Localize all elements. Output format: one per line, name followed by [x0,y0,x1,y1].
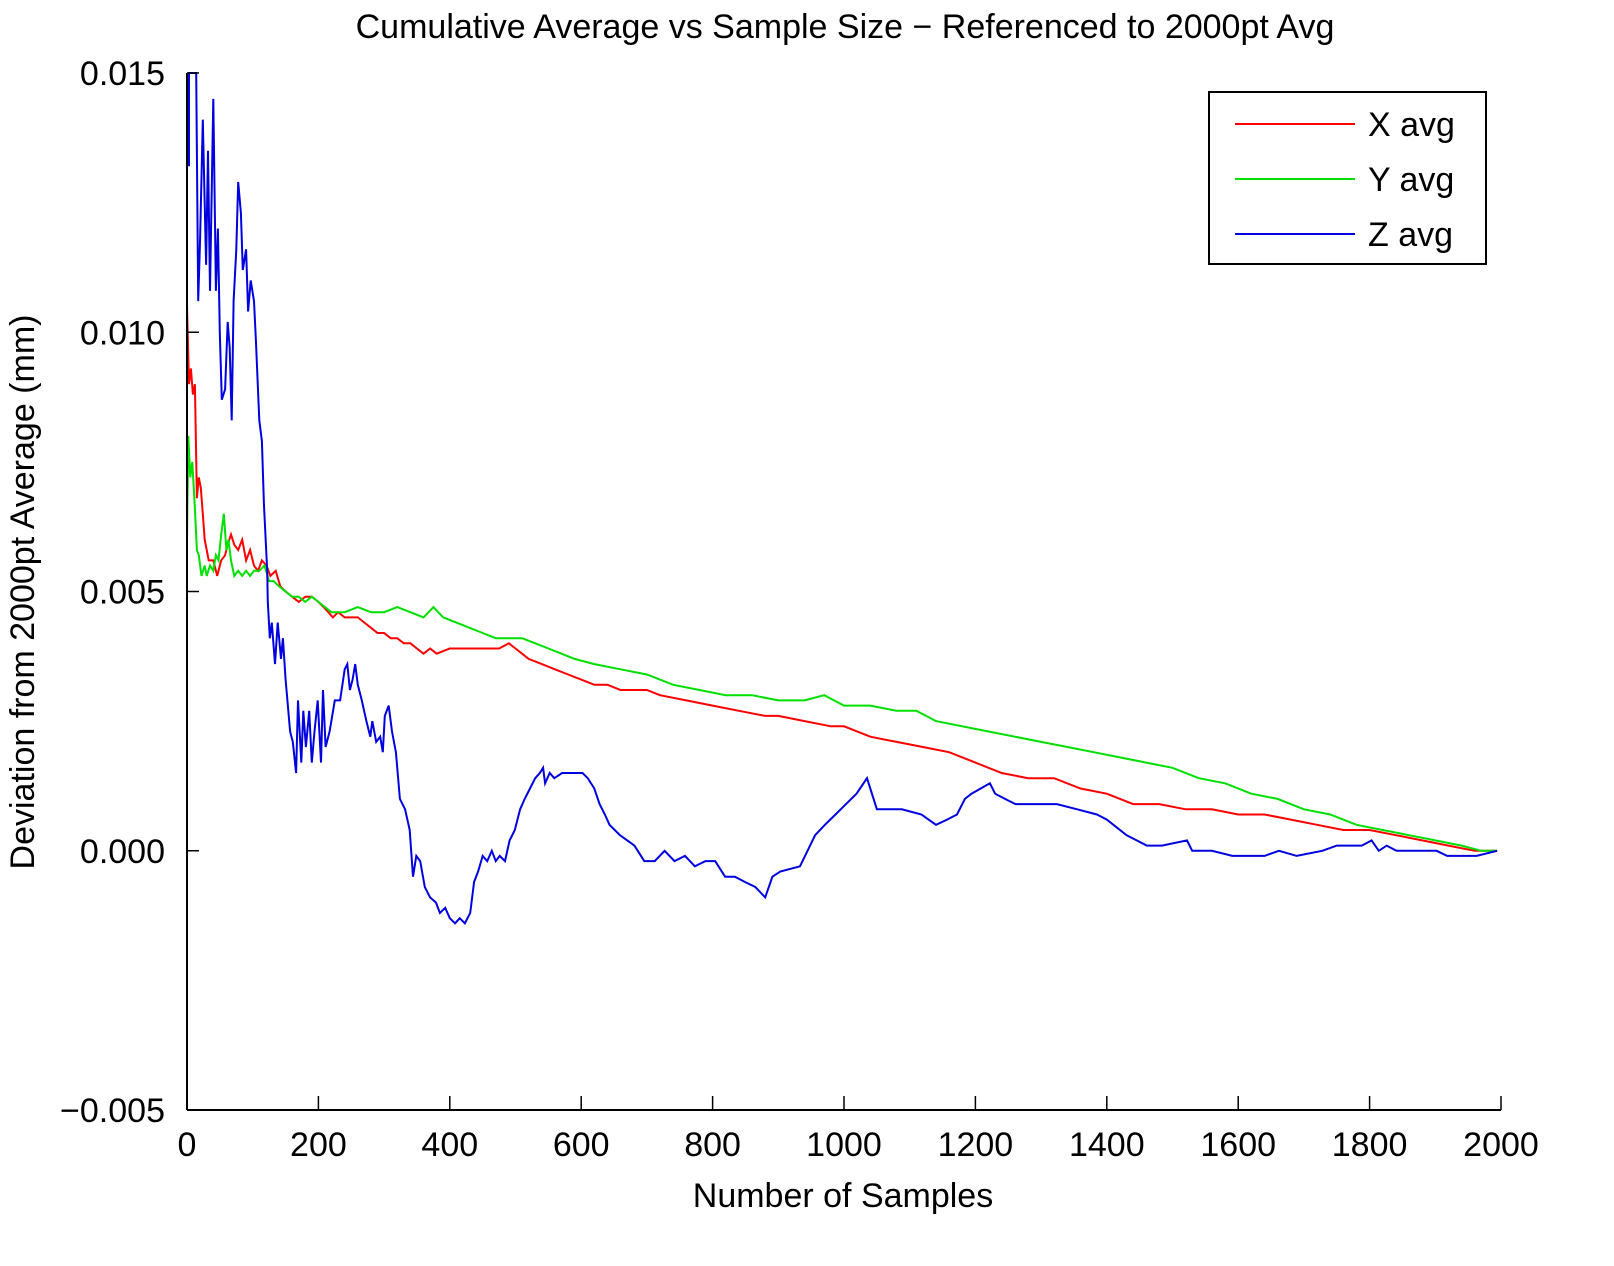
x-tick-label: 1400 [1069,1126,1145,1164]
legend: X avg Y avg Z avg [1208,91,1487,265]
legend-label: X avg [1368,106,1455,144]
y-tick-label: 0.010 [80,314,165,352]
x-tick-label: 1200 [938,1126,1014,1164]
series-line-x-avg [186,306,1498,852]
x-tick-label: 1600 [1200,1126,1276,1164]
x-tick-label: 2000 [1463,1126,1539,1164]
series-line-z-avg [188,72,1498,925]
chart-title: Cumulative Average vs Sample Size − Refe… [356,8,1335,46]
y-tick-label: 0.015 [80,55,165,93]
y-ticks: −0.005 0.000 0.005 0.010 0.015 [60,55,199,1130]
y-tick-label: 0.000 [80,833,165,871]
legend-label: Y avg [1368,161,1454,199]
x-ticks: 0 200 400 600 800 1000 1200 1400 1600 1800 2000 [178,1096,1539,1164]
x-tick-label: 800 [684,1126,741,1164]
y-tick-label: −0.005 [60,1092,165,1130]
series-line-y-avg [186,435,1498,852]
x-tick-label: 200 [290,1126,347,1164]
x-tick-label: 0 [178,1126,197,1164]
x-tick-label: 400 [421,1126,478,1164]
series-layer [186,72,1498,925]
x-axis-label: Number of Samples [693,1177,993,1215]
y-tick-label: 0.005 [80,574,165,612]
x-tick-label: 600 [553,1126,610,1164]
legend-label: Z avg [1368,216,1453,254]
x-tick-label: 1000 [806,1126,882,1164]
x-tick-label: 1800 [1332,1126,1408,1164]
y-axis-label: Deviation from 2000pt Average (mm) [4,315,42,870]
